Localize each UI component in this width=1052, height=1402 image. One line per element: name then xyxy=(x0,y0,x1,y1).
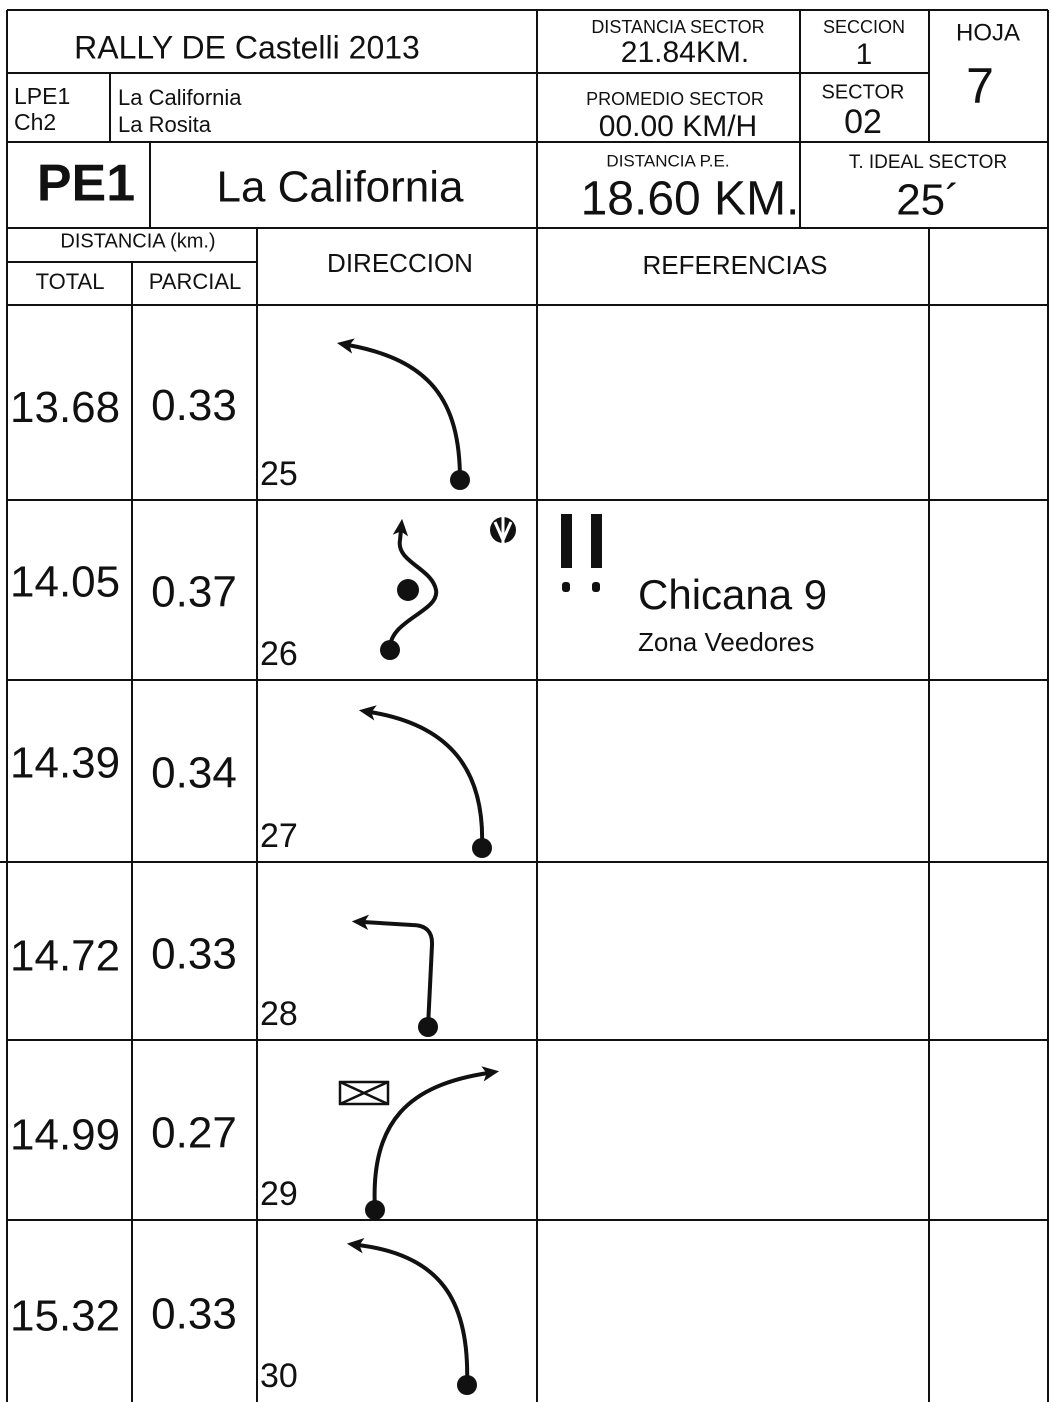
reference: Chicana 9 xyxy=(638,571,827,618)
value: 7 xyxy=(966,58,994,114)
value: 1 xyxy=(856,38,873,71)
direction-arrow xyxy=(372,1066,500,1211)
value: 00.00 KM/H xyxy=(599,110,757,143)
label: PROMEDIO SECTOR xyxy=(586,89,764,109)
title: RALLY DE Castelli 2013 xyxy=(74,29,420,65)
label: HOJA xyxy=(956,19,1020,46)
start-dot xyxy=(365,1200,385,1220)
note-number: 28 xyxy=(260,995,298,1033)
stage-name: La California xyxy=(118,85,242,110)
partial-distance: 0.37 xyxy=(151,568,237,617)
direction-arrow xyxy=(336,338,462,481)
start-dot xyxy=(418,1017,438,1037)
grid xyxy=(0,9,1049,1402)
direction-arrow xyxy=(358,705,485,849)
partial-distance: 0.33 xyxy=(151,1290,237,1339)
judges-icon xyxy=(490,517,516,544)
label: DISTANCIA P.E. xyxy=(606,151,729,170)
note-number: 26 xyxy=(260,635,298,673)
column-header: REFERENCIAS xyxy=(643,250,828,280)
direction-arrow xyxy=(387,518,439,651)
partial-distance: 0.34 xyxy=(151,749,237,798)
stage-title: La California xyxy=(216,163,464,212)
direction-arrow xyxy=(351,914,435,1028)
note-number: 25 xyxy=(260,455,298,493)
start-dot xyxy=(472,838,492,858)
partial-distance: 0.33 xyxy=(151,381,237,430)
group-header: DISTANCIA (km.) xyxy=(60,230,215,252)
partial-distance: 0.33 xyxy=(151,930,237,979)
stage-name: La Rosita xyxy=(118,112,212,137)
value: 18.60 KM. xyxy=(581,173,800,226)
note-number: 30 xyxy=(260,1357,298,1395)
total-distance: 14.99 xyxy=(10,1111,120,1160)
envelope-icon xyxy=(338,1080,390,1106)
obstacle-dot xyxy=(397,579,419,601)
value: 02 xyxy=(844,103,882,141)
stage-code: LPE1 xyxy=(14,83,70,109)
note-number: 29 xyxy=(260,1175,298,1213)
caution-icon xyxy=(561,514,602,592)
label: SECCION xyxy=(823,17,905,37)
total-distance: 15.32 xyxy=(10,1292,120,1341)
column-header: TOTAL xyxy=(36,269,105,294)
stage-code: Ch2 xyxy=(14,109,56,135)
stage-id: PE1 xyxy=(37,155,135,213)
total-distance: 14.39 xyxy=(10,739,120,788)
label: SECTOR xyxy=(822,81,905,103)
column-header: DIRECCION xyxy=(327,248,473,278)
column-header: PARCIAL xyxy=(149,269,242,294)
direction-arrow xyxy=(346,1238,470,1386)
partial-distance: 0.27 xyxy=(151,1109,237,1158)
start-dot xyxy=(450,470,470,490)
reference-note: Zona Veedores xyxy=(638,627,814,657)
label: DISTANCIA SECTOR xyxy=(591,17,764,37)
start-dot xyxy=(380,640,400,660)
total-distance: 13.68 xyxy=(10,383,120,432)
note-number: 27 xyxy=(260,817,298,855)
total-distance: 14.05 xyxy=(10,558,120,607)
header: RALLY DE Castelli 2013 LPE1 Ch2 La Calif… xyxy=(14,17,1020,294)
label: T. IDEAL SECTOR xyxy=(849,152,1007,173)
start-dot xyxy=(457,1375,477,1395)
total-distance: 14.72 xyxy=(10,932,120,981)
value: 21.84KM. xyxy=(621,36,749,69)
value: 25´ xyxy=(896,176,960,225)
